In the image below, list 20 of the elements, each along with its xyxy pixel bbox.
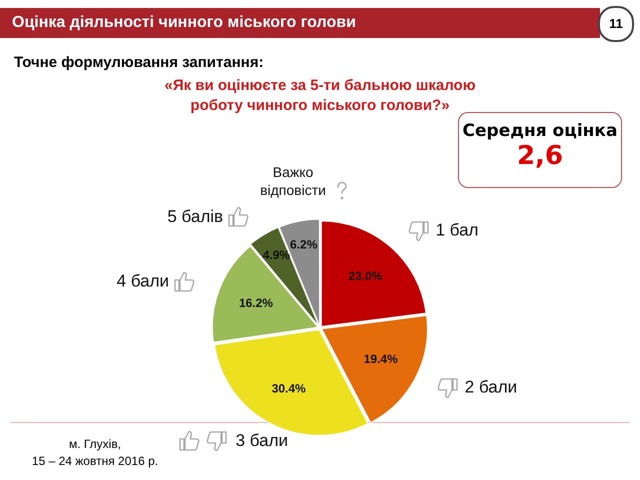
- data-label: 4.9%: [262, 248, 290, 262]
- data-label: 6.2%: [290, 238, 318, 252]
- text: м. Глухів,: [68, 436, 122, 453]
- slice-label: 3 бали: [236, 431, 288, 450]
- slice-label: Важко відповісти: [260, 164, 326, 198]
- chart-title: Оцінка діяльності чинного міського голови: [0, 8, 600, 38]
- text: «Як ви оцінюєте за 5-ти бальною шкалою роботу чинного міського голови?»: [163, 76, 477, 116]
- slice-label: 4 бали: [116, 271, 170, 290]
- text: 2,6: [516, 141, 564, 171]
- slice-label: 5 балів: [167, 206, 224, 226]
- slice-label: 2 бали: [464, 378, 518, 397]
- text: 11: [598, 6, 634, 42]
- slice-label: 1 бал: [436, 220, 478, 240]
- data-label: 23.0%: [348, 268, 383, 283]
- text: 15 – 24 жовтня 2016 р.: [30, 453, 160, 470]
- data-label: 19.4%: [364, 352, 398, 366]
- chart-subtitle: Точне формулювання запитання:: [14, 54, 264, 71]
- text: Середня оцінка: [462, 121, 618, 141]
- data-label: 30.4%: [272, 381, 306, 396]
- data-label: 16.2%: [238, 296, 274, 310]
